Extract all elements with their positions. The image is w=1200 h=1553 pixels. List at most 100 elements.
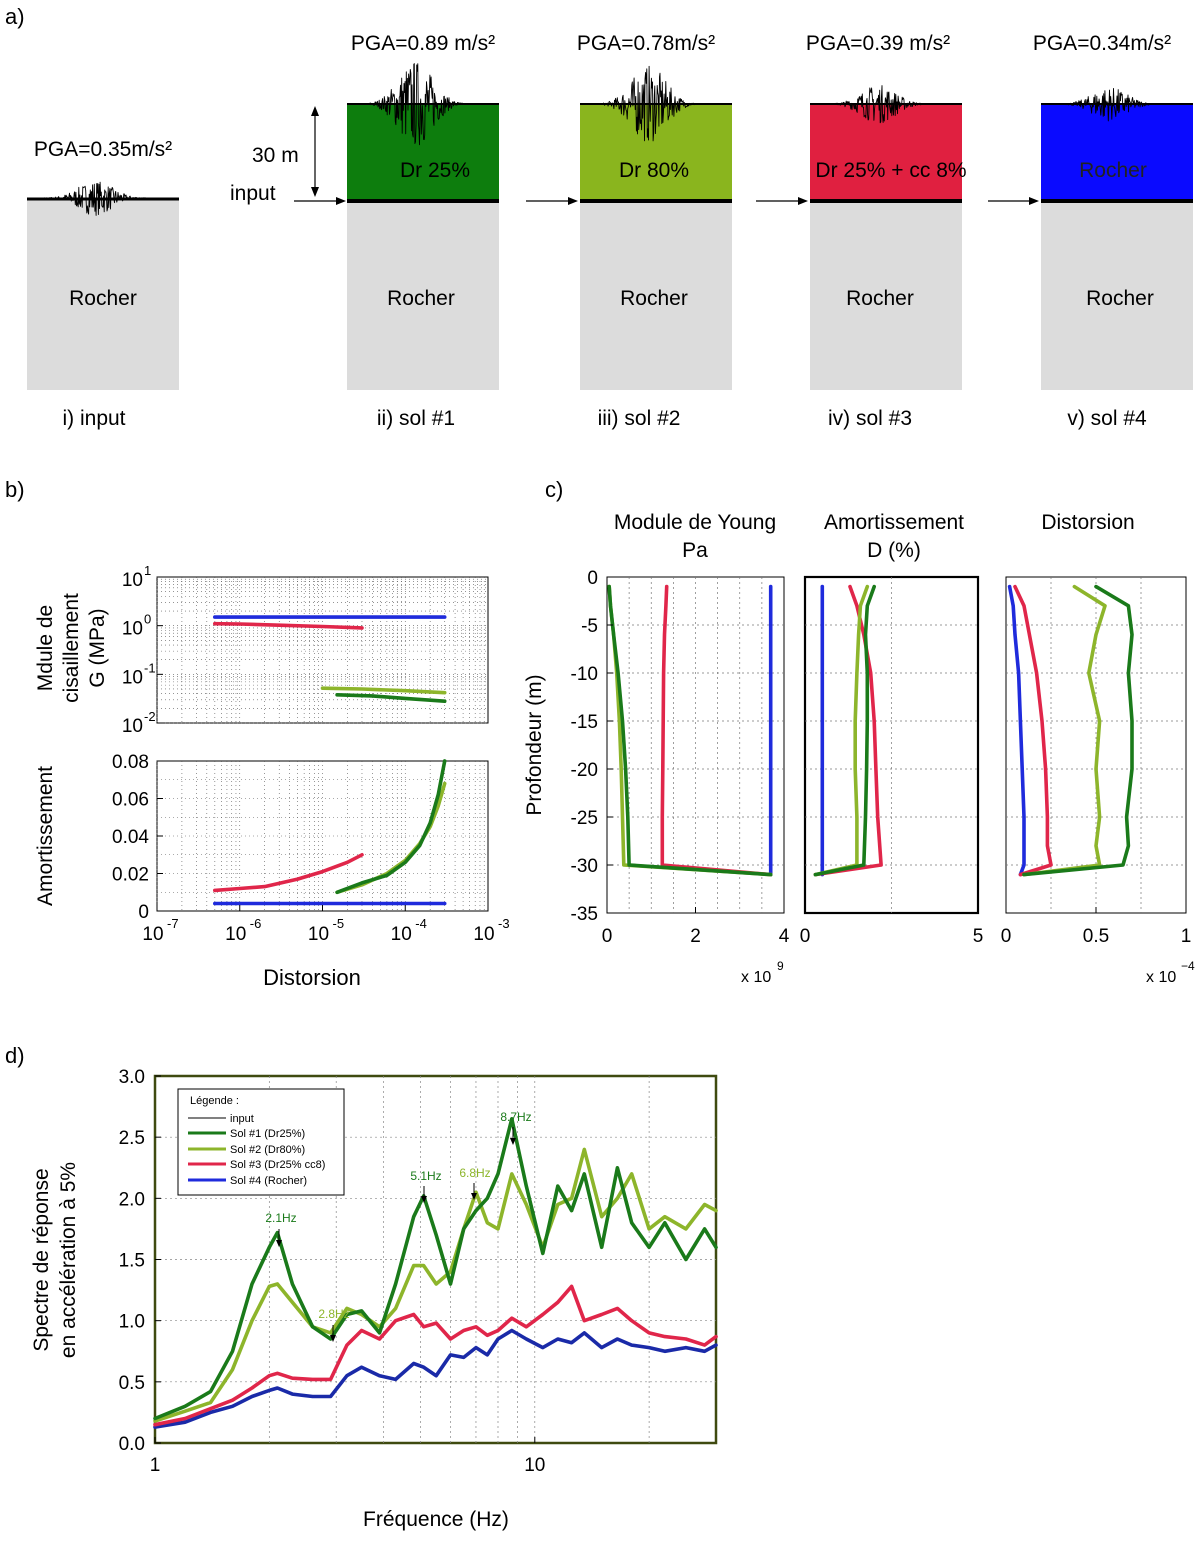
spectrum-legend: Légende : input Sol #1 (Dr25%) Sol #2 (D… — [177, 1088, 345, 1196]
annotation-arrowhead-6-8hz — [471, 1193, 477, 1200]
seismogram-sol3 — [810, 85, 962, 124]
soil-layer-sol4 — [1041, 104, 1193, 200]
damping-xtick-label: 5 — [973, 926, 984, 947]
g-ylabel-line1: Mdule de — [34, 605, 57, 691]
spectrum-ticks: 0.0 0.5 1.0 1.5 2.0 2.5 3.0 1 10 — [119, 1067, 546, 1476]
distortion-xlabel: Distorsion — [263, 965, 361, 990]
legend-label-sol3: Sol #3 (Dr25% cc8) — [230, 1159, 325, 1171]
young-scale-exp: 9 — [777, 959, 784, 973]
g-ytick-exponent: -1 — [144, 660, 156, 675]
distortion-xticks: 10-710-610-510-410-3 — [142, 905, 510, 945]
damping-profile-sol-3-dr25-cc8 — [813, 584, 883, 877]
seismogram-trace — [27, 181, 179, 216]
damping-profile-sol-2-dr80 — [813, 584, 870, 877]
rock-label-sol2: Rocher — [620, 287, 688, 310]
young-title: Module de Young — [614, 511, 776, 534]
spectrum-curve-sol-4-rocher — [153, 1328, 718, 1429]
rock-block-sol4 — [1041, 200, 1193, 390]
distortion-xtick-label: 10 — [225, 924, 246, 945]
spectrum-ylabel-line2: en accélération à 5% — [57, 1162, 80, 1358]
spectrum-ytick-label: 0.0 — [119, 1434, 145, 1455]
distortion-xtick-exponent: -3 — [498, 916, 510, 931]
damping-ylabel: Amortissement — [34, 766, 57, 906]
pga-label-sol1: PGA=0.89 m/s² — [351, 32, 495, 55]
g-ytick-label: 10 — [122, 667, 143, 688]
rock-block-input — [27, 200, 179, 390]
thickness-arrow-head-bottom — [311, 187, 319, 197]
annotation-8-7hz: 8.7Hz — [500, 1110, 531, 1124]
g-ytick-label: 10 — [122, 619, 143, 640]
depth-ytick-label: -15 — [571, 712, 598, 733]
damping-unit: D (%) — [867, 539, 921, 562]
distortion-xtick-label: 1 — [1181, 926, 1192, 947]
annotation-2-8hz: 2.8Hz — [318, 1307, 349, 1321]
spectrum-xtick-label: 1 — [150, 1455, 161, 1476]
g-ytick-exponent: 0 — [144, 612, 151, 627]
distortion-scale: x 10 — [1146, 969, 1176, 986]
spectrum-xlabel: Fréquence (Hz) — [363, 1508, 509, 1531]
layer-label-sol2: Dr 80% — [619, 159, 689, 182]
pga-label-sol4: PGA=0.34m/s² — [1033, 32, 1171, 55]
seismogram-trace — [810, 85, 962, 124]
distortion-xtick-exponent: -5 — [333, 916, 345, 931]
spectrum-series — [153, 1117, 718, 1429]
distortion-xtick-label: 10 — [142, 924, 163, 945]
caption-input: i) input — [62, 407, 125, 430]
distortion-profile-sol-4-rocher — [1007, 584, 1026, 877]
soil-layer-sol3 — [810, 104, 962, 200]
depth-ytick-label: 0 — [587, 568, 598, 589]
legend-label-input: input — [230, 1113, 254, 1125]
legend-box — [177, 1088, 345, 1196]
distortion-profile-sol-1-dr25 — [1022, 584, 1134, 877]
distortion-xtick-label: 0 — [1001, 926, 1012, 947]
thickness-label: 30 m — [252, 144, 299, 167]
damping-curve-sol-3-dr25-cc8 — [213, 852, 364, 893]
distortion-xtick-exponent: -4 — [415, 916, 427, 931]
damping-ytick-label: 0.08 — [112, 752, 149, 773]
panel-d: d) 0.0 0.5 1.0 1.5 2.0 2.5 3.0 1 10 Légende : in… — [5, 1043, 718, 1531]
g-series — [213, 615, 447, 704]
distortion-scale-exp: −4 — [1181, 959, 1195, 973]
depth-ytick-label: -30 — [571, 856, 598, 877]
rock-label-sol3: Rocher — [846, 287, 914, 310]
seismogram-input — [27, 181, 179, 216]
spectrum-ytick-label: 1.5 — [119, 1251, 145, 1272]
arrow-head-sol3 — [798, 197, 808, 205]
caption-sol1: ii) sol #1 — [377, 407, 455, 430]
panel-b-label: b) — [5, 477, 25, 502]
damping-curve-sol-2-dr80 — [335, 781, 447, 895]
young-xtick-label: 0 — [602, 926, 613, 947]
thickness-arrow-head-top — [311, 106, 319, 116]
rock-block-sol1 — [347, 200, 499, 390]
distortion-xtick-label: 0.5 — [1083, 926, 1109, 947]
depth-ytick-label: -10 — [571, 664, 598, 685]
seismogram-sol2 — [580, 65, 732, 142]
g-ytick-exponent: 1 — [144, 563, 151, 578]
panel-a: a) PGA=0.35m/s² PGA=0.89 m/s² PGA=0.78m/… — [5, 4, 1193, 430]
legend-label-sol1: Sol #1 (Dr25%) — [230, 1128, 305, 1140]
caption-sol4: v) sol #4 — [1067, 407, 1147, 430]
annotation-5-1hz: 5.1Hz — [410, 1169, 441, 1183]
distortion-profile-title: Distorsion — [1041, 511, 1134, 534]
panel-c: c) Module de Young Pa Amortissement D (%… — [523, 477, 1195, 986]
spectrum-ytick-label: 0.5 — [119, 1373, 145, 1394]
damping-xtick-label: 0 — [800, 926, 811, 947]
spectrum-ytick-label: 2.5 — [119, 1128, 145, 1149]
annotation-2-1hz: 2.1Hz — [265, 1211, 296, 1225]
young-xtick-label: 2 — [690, 926, 701, 947]
young-profile-sol-3-dr25-cc8 — [660, 584, 773, 877]
pga-label-sol2: PGA=0.78m/s² — [577, 32, 715, 55]
distortion-xtick-exponent: -6 — [250, 916, 262, 931]
g-ylabel-line2: cisaillement — [60, 593, 83, 703]
damping-axes-box — [156, 760, 489, 912]
seismogram-trace — [580, 65, 732, 142]
profile-series — [607, 584, 1134, 877]
distortion-profile-sol-2-dr80 — [1022, 584, 1107, 877]
layer-label-sol1: Dr 25% — [400, 159, 470, 182]
depth-ytick-label: -25 — [571, 808, 598, 829]
distortion-xtick-label: 10 — [308, 924, 329, 945]
legend-label-sol2: Sol #2 (Dr80%) — [230, 1144, 305, 1156]
caption-sol3: iv) sol #3 — [828, 407, 912, 430]
seismogram-sol4 — [1041, 87, 1193, 122]
panel-c-label: c) — [545, 477, 563, 502]
